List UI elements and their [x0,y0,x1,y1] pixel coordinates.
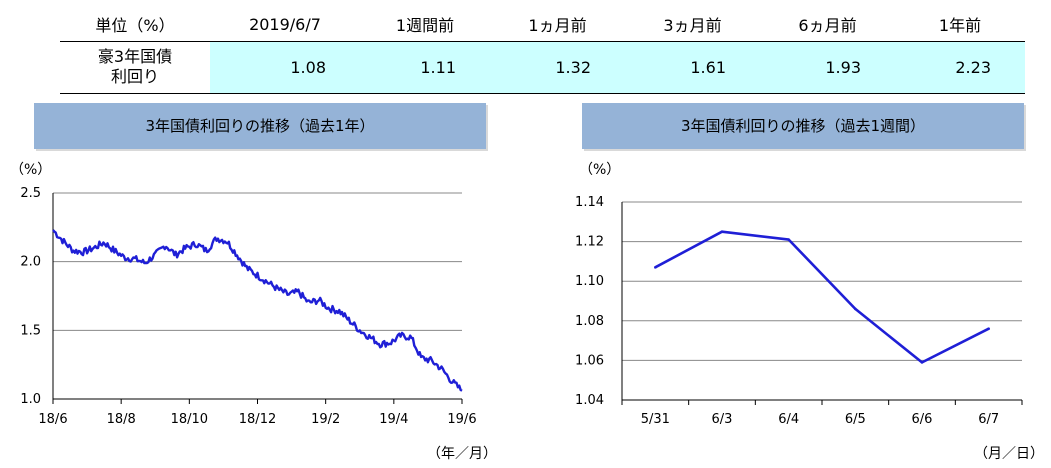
chart2-y-unit: （%） [579,162,620,178]
chart1-x-tick: 18/10 [171,412,208,427]
value-3-months-ago: 1.61 [625,41,760,94]
header-1-month-ago: 1ヵ月前 [490,8,625,42]
chart2-series-line [654,230,990,364]
chart2-x-tick: 6/7 [978,412,999,427]
chart1-x-tick: 18/6 [38,412,67,427]
header-1-year-ago: 1年前 [895,8,1025,42]
row-label-line1: 豪3年国債 [97,47,173,66]
row-label-line2: 利回り [110,67,159,86]
header-3-months-ago: 3ヵ月前 [625,8,760,42]
chart2-x-tick: 6/6 [912,412,933,427]
chart1-title: 3年国債利回りの推移（過去1年） [34,103,486,149]
header-current-date: 2019/6/7 [210,8,360,42]
chart2-y-tick: 1.12 [575,235,604,250]
chart2-data-point [787,238,790,241]
chart1-x-tick: 19/2 [311,412,340,427]
chart1-y-unit: （%） [10,162,51,178]
chart2-y-tick: 1.06 [575,353,604,368]
yield-summary-table: 単位（%） 2019/6/7 1週間前 1ヵ月前 3ヵ月前 6ヵ月前 1年前 豪… [60,8,1025,94]
chart1-y-tick: 2.0 [20,255,41,270]
chart2-data-point [854,307,857,311]
header-unit: 単位（%） [60,8,210,42]
chart2-data-point [987,327,990,331]
chart2-y-tick: 1.04 [575,393,604,408]
chart2-y-tick: 1.14 [575,195,604,210]
value-6-months-ago: 1.93 [760,41,895,94]
chart2-title: 3年国債利回りの推移（過去1週間） [582,103,1024,149]
chart1-x-tick: 19/6 [447,412,476,427]
chart2-data-point [920,361,924,364]
chart1-x-tick: 18/12 [239,412,276,427]
chart2-x-tick: 5/31 [641,412,670,427]
chart2-x-tick: 6/5 [845,412,866,427]
table-header-row: 単位（%） 2019/6/7 1週間前 1ヵ月前 3ヵ月前 6ヵ月前 1年前 [60,8,1025,42]
value-1-week-ago: 1.11 [360,41,490,94]
chart2-x-tick: 6/4 [778,412,799,427]
chart1-x-tick: 18/8 [107,412,136,427]
chart2-x-unit: （月／日） [974,446,1044,462]
chart1-y-tick: 1.0 [20,392,41,407]
chart2-y-tick: 1.08 [575,314,604,329]
chart2-data-point [720,230,724,233]
chart1-y-tick: 2.5 [20,186,41,201]
chart2-x-tick: 6/3 [712,412,733,427]
value-current: 1.08 [210,41,360,94]
chart1-x-tick: 19/4 [379,412,408,427]
chart1-y-tick: 1.5 [20,323,41,338]
row-label: 豪3年国債 利回り [60,41,210,94]
value-1-year-ago: 2.23 [895,41,1025,94]
table-row: 豪3年国債 利回り 1.08 1.11 1.32 1.61 1.93 2.23 [60,41,1025,94]
header-1-week-ago: 1週間前 [360,8,490,42]
chart1-series-line [52,229,463,392]
chart2-data-point [654,266,657,269]
chart2-y-tick: 1.10 [575,274,604,289]
header-6-months-ago: 6ヵ月前 [760,8,895,42]
chart1-x-unit: （年／月） [427,446,497,462]
value-1-month-ago: 1.32 [490,41,625,94]
